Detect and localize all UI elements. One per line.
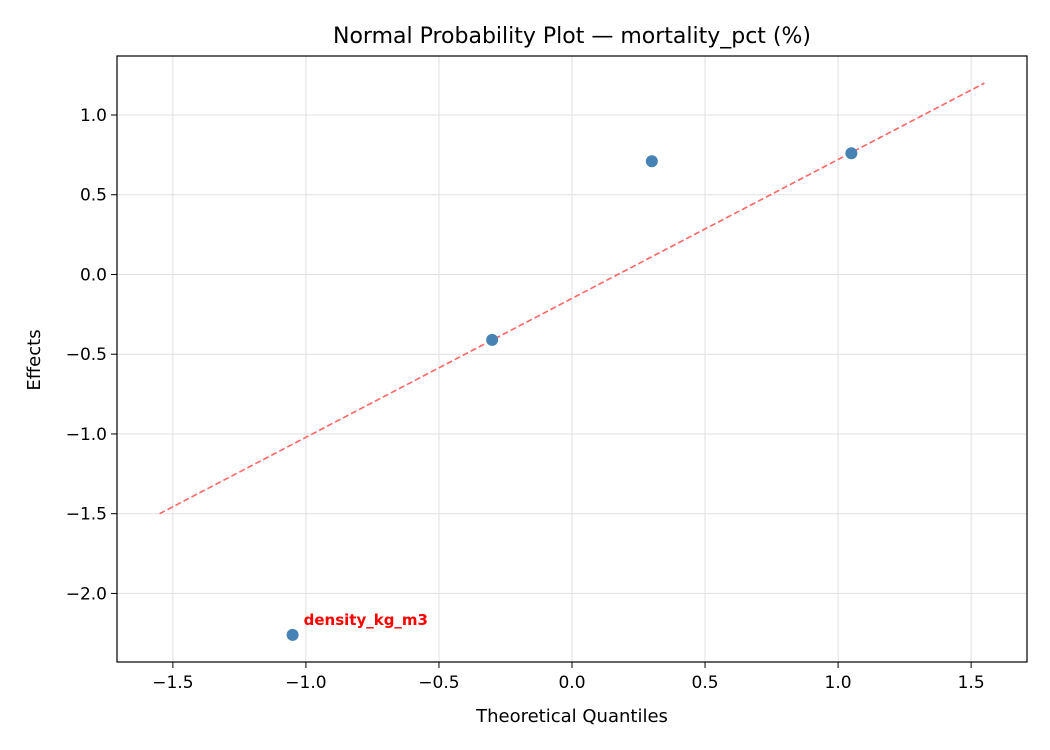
x-tick-label: 0.5 [692,673,719,693]
y-tick-label: −2.0 [66,584,107,604]
data-point [645,155,658,168]
chart-title: Normal Probability Plot — mortality_pct … [333,24,811,49]
data-point [286,628,299,641]
point-annotation: density_kg_m3 [304,611,428,629]
y-axis-label: Effects [24,329,45,390]
x-tick-label: 1.5 [958,673,985,693]
x-tick-label: 1.0 [825,673,852,693]
x-tick-label: 0.0 [558,673,585,693]
data-point [486,333,499,346]
x-tick-label: −0.5 [418,673,459,693]
y-tick-label: 0.5 [80,186,107,206]
x-axis-label: Theoretical Quantiles [475,706,668,727]
x-tick-label: −1.0 [285,673,326,693]
y-tick-label: 0.0 [80,265,107,285]
plot-frame [116,55,1028,663]
y-tick-label: −0.5 [66,345,107,365]
y-tick-label: −1.0 [66,425,107,445]
y-tick-label: −1.5 [66,505,107,525]
y-tick-label: 1.0 [80,106,107,126]
x-tick-label: −1.5 [152,673,193,693]
data-point [845,147,858,160]
